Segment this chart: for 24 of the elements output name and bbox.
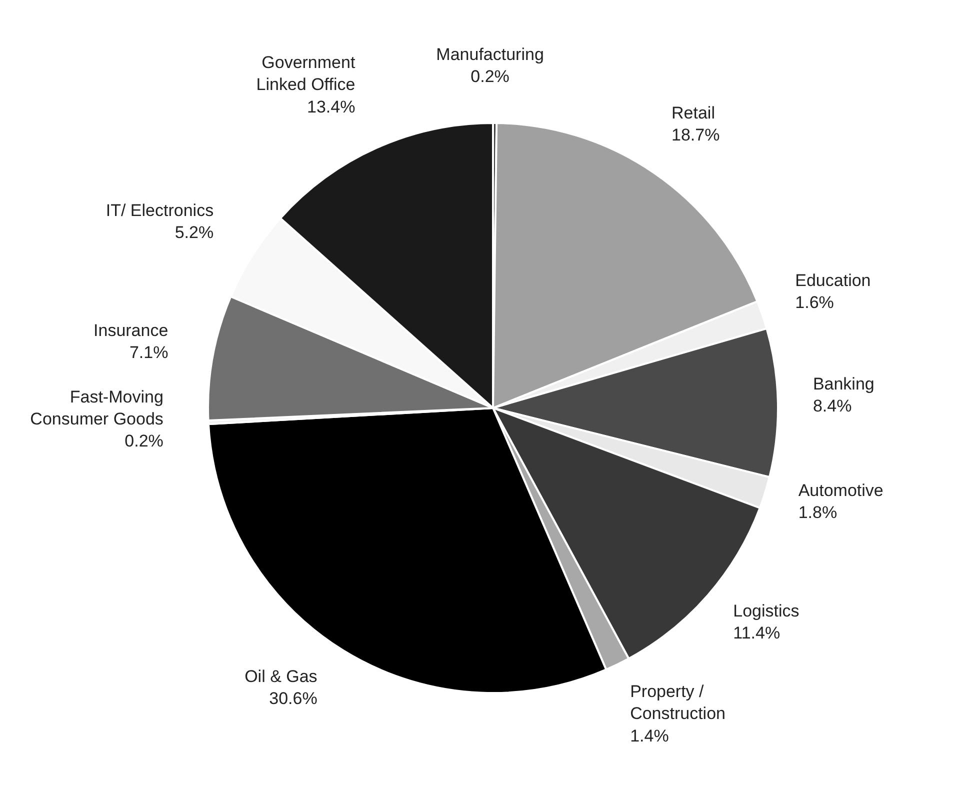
slice-label: Government Linked Office (256, 54, 356, 95)
data-label: 7.1% (129, 344, 168, 363)
slice-label: Fast-Moving Consumer Goods (30, 388, 164, 429)
slice-label: Banking (812, 375, 874, 394)
data-label: 1.6% (795, 294, 834, 313)
slice-label: Logistics (733, 602, 800, 622)
data-label: 11.4% (733, 624, 780, 644)
data-label: 1.4% (630, 726, 669, 746)
slice-label: Manufacturing (436, 45, 544, 64)
data-label: 1.8% (798, 503, 838, 522)
slice-label: Property / Construction (630, 682, 726, 724)
data-label: 0.2% (124, 432, 164, 452)
data-label: 30.6% (269, 690, 318, 709)
data-label: 8.4% (812, 397, 852, 416)
slice-label: Automotive (798, 481, 884, 500)
slice-label: Oil & Gas (244, 667, 318, 686)
data-label: 0.2% (470, 67, 510, 86)
data-label: 18.7% (672, 126, 720, 146)
slice-label: Education (795, 272, 871, 291)
slice-label: IT/ Electronics (106, 201, 214, 220)
slice-label: Insurance (94, 322, 168, 341)
data-label: 13.4% (306, 98, 356, 117)
slice-label: Retail (672, 104, 715, 124)
data-label: 5.2% (174, 223, 214, 242)
